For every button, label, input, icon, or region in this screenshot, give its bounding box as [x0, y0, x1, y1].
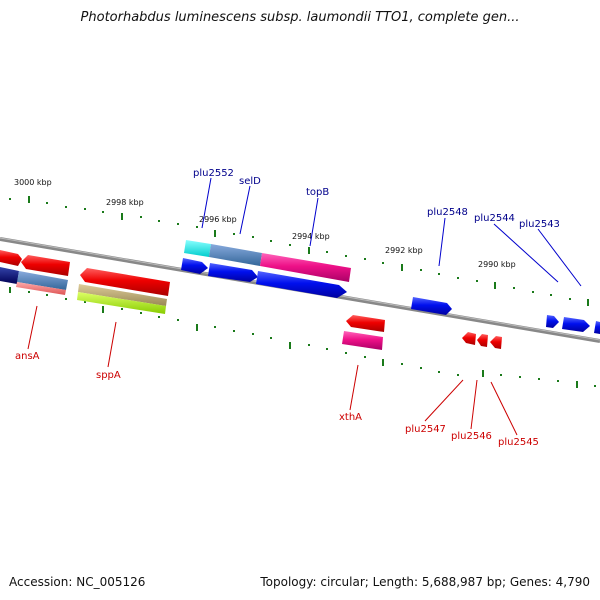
gene-steel-small[interactable]	[17, 271, 68, 290]
gene-plu2552-part2[interactable]	[209, 244, 262, 266]
gene-khaki[interactable]	[78, 284, 167, 306]
scale-label-3000: 3000 kbp	[14, 178, 52, 187]
gene-label-plu2552[interactable]: plu2552	[193, 168, 234, 179]
top-leader-lines	[201, 177, 582, 287]
scale-label-2992: 2992 kbp	[385, 246, 423, 255]
scale-label-2998: 2998 kbp	[106, 198, 144, 207]
gene-red-edge[interactable]	[0, 250, 22, 266]
gene-red-xthA[interactable]	[346, 315, 385, 332]
gene-label-plu2546[interactable]: plu2546	[451, 431, 492, 442]
gene-red-plu2546[interactable]	[477, 334, 488, 347]
gene-blue-5[interactable]	[546, 315, 559, 328]
gene-navy[interactable]	[0, 267, 19, 284]
gene-plu2552-part1[interactable]	[184, 240, 211, 257]
gene-blue-3[interactable]	[256, 271, 347, 298]
forward-strand-genes	[181, 240, 600, 334]
gene-label-topB[interactable]: topB	[306, 187, 329, 198]
gene-blue-7[interactable]	[594, 321, 600, 334]
gene-blue-2[interactable]	[208, 263, 258, 282]
gene-label-sppA[interactable]: sppA	[96, 370, 121, 381]
gene-label-plu2545[interactable]: plu2545	[498, 437, 539, 448]
upper-scale-ticks	[9, 196, 589, 306]
gene-red-plu2547[interactable]	[462, 332, 476, 345]
gene-red-ansA[interactable]	[21, 255, 70, 276]
gene-red-sppA[interactable]	[80, 268, 170, 296]
reverse-strand-genes	[0, 250, 502, 350]
accession-text: Accession: NC_005126	[9, 575, 146, 589]
gene-label-xthA[interactable]: xthA	[339, 412, 362, 423]
gene-blue-1[interactable]	[181, 258, 208, 274]
gene-salmon[interactable]	[16, 282, 66, 295]
gene-label-plu2544[interactable]: plu2544	[474, 213, 515, 224]
gene-label-plu2548[interactable]: plu2548	[427, 207, 468, 218]
gene-lime[interactable]	[77, 292, 166, 314]
lower-scale-ticks	[9, 287, 596, 388]
gene-blue-4[interactable]	[411, 297, 452, 315]
scale-label-2996: 2996 kbp	[199, 215, 237, 224]
scale-label-2990: 2990 kbp	[478, 260, 516, 269]
bottom-leader-lines	[27, 305, 518, 436]
gene-label-plu2543[interactable]: plu2543	[519, 219, 560, 230]
gene-blue-6[interactable]	[562, 317, 590, 332]
scale-label-2994: 2994 kbp	[292, 232, 330, 241]
gene-pink-xthA[interactable]	[342, 331, 383, 350]
gene-label-plu2547[interactable]: plu2547	[405, 424, 446, 435]
gene-label-selD[interactable]: selD	[239, 176, 261, 187]
map-title: Photorhabdus luminescens subsp. laumondi…	[80, 10, 520, 25]
gene-label-ansA[interactable]: ansA	[15, 351, 40, 362]
gene-topB-pink[interactable]	[260, 253, 351, 282]
gene-red-plu2545[interactable]	[490, 336, 502, 349]
genome-summary-text: Topology: circular; Length: 5,688,987 bp…	[260, 575, 590, 589]
